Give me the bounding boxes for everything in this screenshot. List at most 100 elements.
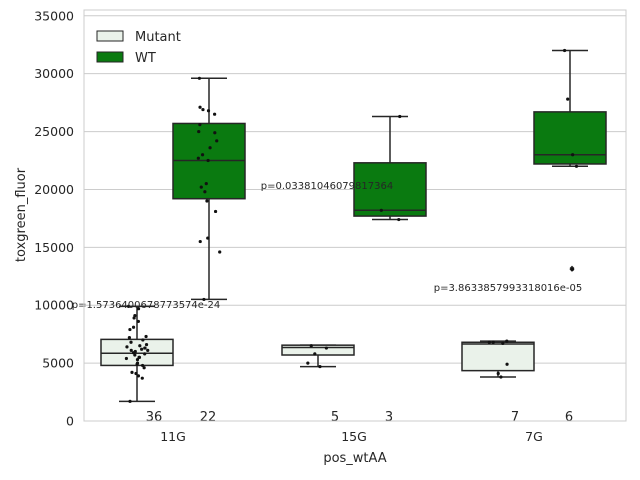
- data-point: [324, 346, 328, 350]
- data-point: [127, 336, 132, 340]
- data-point: [215, 139, 219, 143]
- data-point: [206, 109, 211, 113]
- data-point: [129, 340, 133, 344]
- y-tick-label: 20000: [34, 182, 74, 197]
- y-tick-label: 0: [66, 414, 74, 429]
- strip-points: [124, 48, 579, 403]
- data-point: [203, 190, 207, 194]
- legend-swatch: [96, 30, 124, 42]
- data-point: [124, 356, 129, 361]
- data-point: [496, 371, 500, 376]
- data-point: [379, 208, 383, 212]
- data-point: [206, 236, 210, 240]
- data-point: [562, 48, 567, 53]
- y-tick-label: 25000: [34, 124, 74, 139]
- data-point: [198, 123, 202, 127]
- data-point: [129, 348, 133, 352]
- box-mutant-11g: [100, 305, 174, 403]
- sample-count: 7: [511, 410, 519, 425]
- data-point: [136, 307, 141, 311]
- data-point: [134, 371, 138, 376]
- data-point: [202, 297, 206, 302]
- data-point: [144, 342, 149, 347]
- box-mutant-7g: [461, 340, 535, 378]
- legend-label: Mutant: [135, 30, 181, 45]
- box-iqr: [100, 338, 174, 367]
- x-tick-label: 7G: [525, 429, 543, 444]
- data-point: [213, 209, 218, 214]
- data-point: [201, 107, 205, 112]
- data-point: [213, 131, 217, 135]
- data-point: [133, 349, 137, 354]
- data-point: [140, 347, 144, 351]
- data-point: [306, 361, 310, 365]
- data-point: [198, 239, 202, 244]
- p-value-label: p=1.5736400678773574e-24: [72, 300, 221, 311]
- data-point: [135, 358, 140, 362]
- data-point: [571, 153, 575, 157]
- box-iqr: [281, 344, 355, 356]
- data-point: [143, 346, 147, 350]
- x-axis-ticks: 11G 15G 7G: [160, 429, 543, 444]
- data-point: [125, 345, 129, 349]
- p-value-label: p=0.03381046079817364: [261, 181, 393, 192]
- data-point: [142, 366, 146, 370]
- data-point: [487, 340, 491, 344]
- data-point: [128, 399, 132, 403]
- y-tick-label: 5000: [42, 356, 74, 371]
- p-value-label: p=3.8633857993318016e-05: [434, 283, 583, 294]
- data-point: [196, 156, 200, 160]
- data-point: [138, 344, 142, 348]
- box-wt-15g: [353, 115, 427, 221]
- data-point: [135, 361, 140, 365]
- legend: Mutant WT: [96, 30, 181, 66]
- data-point: [574, 164, 579, 168]
- data-point: [146, 348, 150, 352]
- x-axis-title: pos_wtAA: [323, 451, 386, 466]
- sample-count: 36: [146, 410, 163, 425]
- data-point: [505, 339, 509, 343]
- y-tick-label: 30000: [34, 66, 74, 81]
- data-point: [398, 114, 402, 119]
- data-point: [208, 146, 212, 150]
- data-point: [309, 344, 313, 348]
- data-point: [197, 76, 202, 80]
- data-point: [137, 355, 142, 359]
- data-point: [126, 304, 131, 308]
- data-point: [499, 375, 503, 379]
- data-point: [397, 217, 401, 222]
- data-point: [136, 374, 141, 378]
- data-point: [141, 338, 145, 342]
- data-point: [140, 376, 144, 380]
- box-iqr: [353, 162, 427, 217]
- box-iqr: [461, 341, 535, 372]
- data-point: [206, 158, 210, 163]
- data-point: [566, 97, 570, 101]
- x-tick-label: 11G: [160, 429, 186, 444]
- data-point: [570, 267, 574, 271]
- sample-count: 22: [200, 410, 217, 425]
- x-tick-label: 15G: [341, 429, 367, 444]
- data-point: [133, 314, 137, 318]
- data-point: [313, 352, 317, 356]
- data-point: [130, 370, 134, 374]
- box-iqr: [533, 111, 607, 165]
- y-tick-label: 15000: [34, 240, 74, 255]
- data-point: [205, 199, 209, 203]
- data-point: [491, 340, 495, 344]
- data-point: [318, 364, 322, 369]
- sample-count: 3: [385, 410, 393, 425]
- y-axis-ticks: 0 5000 10000 15000 20000 25000 30000 35000: [34, 8, 74, 428]
- data-point: [204, 182, 208, 186]
- data-point: [501, 341, 505, 346]
- sample-count: 5: [331, 410, 339, 425]
- data-point: [218, 250, 222, 254]
- data-point: [200, 153, 205, 157]
- data-point: [197, 129, 201, 134]
- data-point: [198, 105, 202, 109]
- data-point: [131, 325, 136, 329]
- plot-border: [83, 9, 627, 422]
- data-point: [133, 353, 137, 357]
- legend-label: WT: [135, 51, 156, 66]
